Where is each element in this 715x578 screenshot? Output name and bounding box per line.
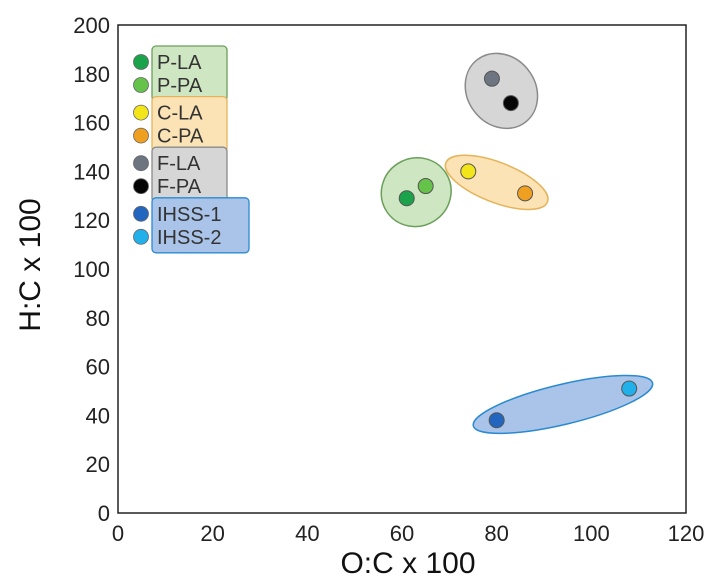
- x-tick-label: 120: [668, 521, 705, 546]
- x-tick-label: 0: [112, 521, 124, 546]
- legend-label: IHSS-1: [157, 204, 221, 226]
- y-tick-label: 100: [73, 257, 110, 282]
- y-tick-label: 200: [73, 13, 110, 38]
- x-tick-label: 40: [295, 521, 319, 546]
- cluster-ellipse: [444, 154, 549, 211]
- legend-label: F-LA: [157, 153, 201, 175]
- y-axis-title: H:C x 100: [14, 198, 47, 331]
- cluster-ellipses: [380, 52, 654, 435]
- y-tick-label: 140: [73, 159, 110, 184]
- legend-marker: [133, 205, 149, 222]
- plot-frame: [117, 24, 687, 514]
- legend-label: IHSS-2: [157, 227, 221, 249]
- legend-label: P-PA: [157, 75, 203, 97]
- x-tick-label: 80: [484, 521, 508, 546]
- legend-marker: [133, 104, 149, 121]
- data-point-f-pa: [502, 95, 519, 112]
- x-axis-title: O:C x 100: [340, 547, 475, 578]
- legend-marker: [133, 178, 149, 195]
- legend-label: C-LA: [157, 103, 203, 125]
- legend-marker: [133, 54, 149, 70]
- data-point-ihss-1: [488, 412, 505, 429]
- y-axis-ticks: 0 20 40 60 80 100 120 140 160 180 200: [73, 13, 110, 526]
- cluster-ellipse: [380, 157, 452, 228]
- cluster-ellipse: [472, 374, 654, 435]
- legend-group-box: [151, 197, 250, 254]
- legend-marker: [133, 228, 149, 245]
- cluster-ellipse: [464, 52, 539, 130]
- legend-marker: [133, 77, 149, 93]
- data-point-p-la: [398, 190, 415, 207]
- y-tick-label: 40: [86, 403, 110, 428]
- legend-label: F-PA: [157, 176, 202, 198]
- data-point-p-pa: [417, 178, 434, 195]
- x-tick-label: 60: [390, 521, 414, 546]
- y-tick-label: 60: [86, 355, 110, 380]
- data-point-c-pa: [517, 185, 534, 202]
- data-point-c-la: [460, 163, 477, 180]
- legend-marker: [133, 155, 149, 172]
- x-tick-label: 20: [200, 521, 224, 546]
- y-tick-label: 80: [86, 306, 110, 331]
- data-points: [398, 70, 638, 429]
- data-point-f-la: [483, 70, 500, 87]
- x-tick-label: 100: [573, 521, 610, 546]
- y-tick-label: 160: [73, 111, 110, 136]
- y-tick-label: 180: [73, 62, 110, 87]
- x-axis-ticks: 0 20 40 60 80 100 120: [112, 521, 704, 546]
- y-tick-label: 0: [98, 501, 110, 526]
- data-point-ihss-2: [621, 380, 638, 397]
- y-tick-label: 20: [86, 452, 110, 477]
- legend-label: C-PA: [157, 126, 204, 148]
- legend-label: P-LA: [157, 52, 202, 74]
- legend-marker: [133, 127, 149, 144]
- y-tick-label: 120: [73, 208, 110, 233]
